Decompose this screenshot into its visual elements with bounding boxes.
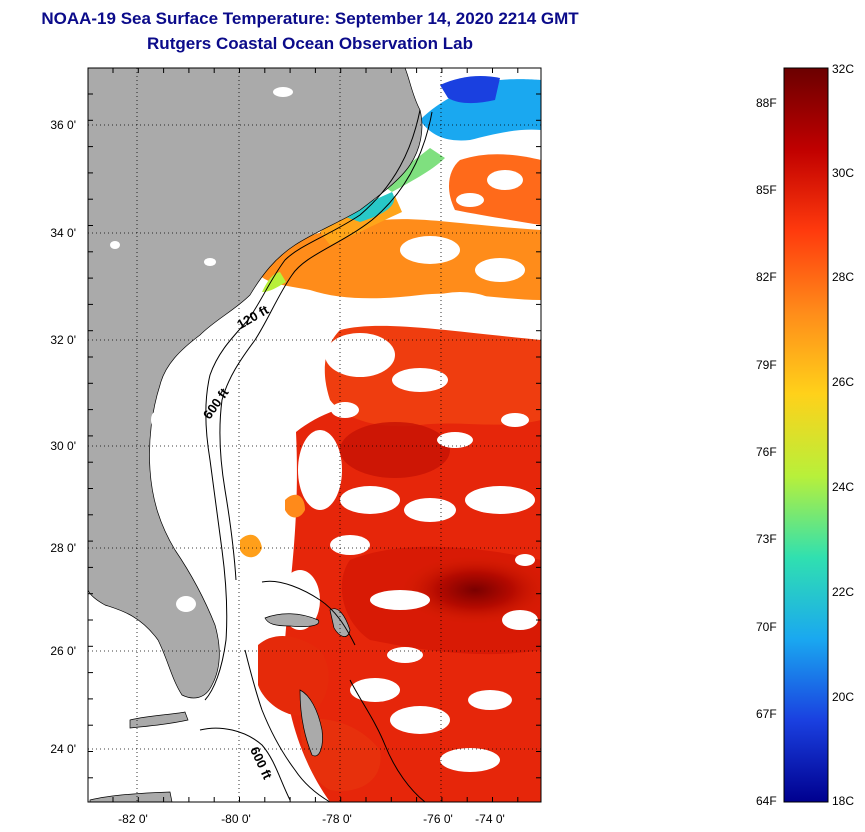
colorbar-c-label: 30C [832,166,855,180]
land-lakes [110,87,293,612]
lon-tick-label: -78 0' [322,812,352,826]
lat-tick-label: 30 0' [50,439,76,453]
colorbar-f-label: 70F [756,620,777,634]
isobath-contours [199,109,433,802]
lat-tick-label: 34 0' [50,226,76,240]
colorbar-c-label: 32C [832,62,855,76]
cloud-mask [280,170,538,772]
colorbar-c-label: 20C [832,690,855,704]
colorbar-c-label: 24C [832,480,855,494]
frame-ticks [88,68,541,802]
colorbar-c-label: 18C [832,794,855,808]
chart-title: NOAA-19 Sea Surface Temperature: Septemb… [41,9,579,28]
colorbar-f-label: 85F [756,183,777,197]
lat-tick-label: 32 0' [50,333,76,347]
temperature-colorbar [783,67,829,803]
lat-tick-label: 36 0' [50,118,76,132]
colorbar-f-label: 76F [756,445,777,459]
colorbar-f-label: 82F [756,270,777,284]
colorbar-f-label: 88F [756,96,777,110]
colorbar-c-label: 26C [832,375,855,389]
colorbar-f-label: 73F [756,532,777,546]
lat-tick-label: 26 0' [50,644,76,658]
colorbar-f-label: 79F [756,358,777,372]
land [88,68,423,802]
colorbar-c-label: 22C [832,585,855,599]
lon-tick-label: -76 0' [423,812,453,826]
lat-tick-label: 28 0' [50,541,76,555]
colorbar-f-label: 67F [756,707,777,721]
chart-subtitle: Rutgers Coastal Ocean Observation Lab [147,34,473,53]
map-frame [87,67,542,803]
colorbar-f-label: 64F [756,794,777,808]
lon-tick-label: -74 0' [475,812,505,826]
lon-tick-label: -82 0' [118,812,148,826]
lat-tick-label: 24 0' [50,742,76,756]
colorbar-c-label: 28C [832,270,855,284]
lon-tick-label: -80 0' [221,812,251,826]
